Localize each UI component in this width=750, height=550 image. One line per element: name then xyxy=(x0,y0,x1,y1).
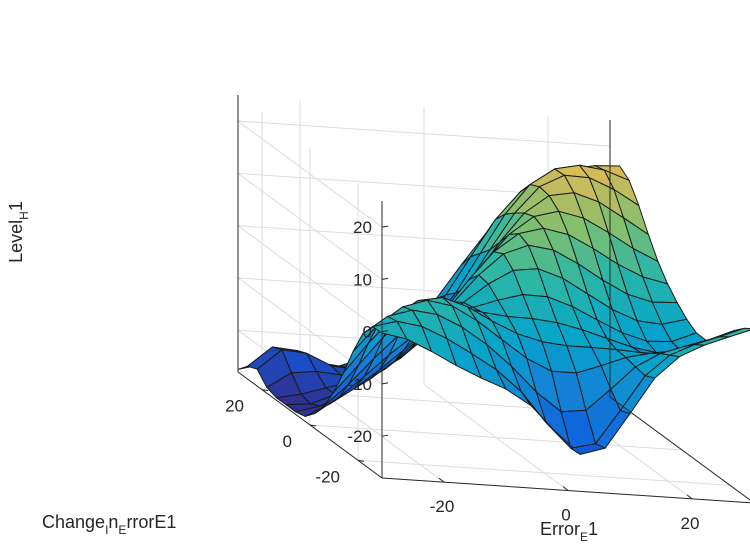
y-axis-label-sub2: E xyxy=(118,523,126,537)
z-tick-mark xyxy=(381,225,389,228)
y-tick-label: 20 xyxy=(225,397,244,416)
y-axis-label-sub1: I xyxy=(105,523,108,537)
y-axis-label-tail: rrorE1 xyxy=(126,512,176,532)
z-axis-label-sub: H xyxy=(17,211,31,220)
z-tick-label: -10 xyxy=(347,375,372,394)
tick-labels: -20 -10 0 10 20 -20 0 20 -20 0 20 xyxy=(225,218,699,533)
y-tick-label: 0 xyxy=(283,432,292,451)
x-axis-label-main: Error xyxy=(540,519,580,539)
y-axis-label-mid: n xyxy=(108,512,118,532)
x-axis-label: ErrorE1 xyxy=(540,519,598,544)
z-tick-mark xyxy=(381,434,389,437)
box-edge-x-far xyxy=(609,396,750,501)
y-tick-mark xyxy=(357,459,365,462)
y-axis-label-main: Change xyxy=(42,512,105,532)
z-tick-mark xyxy=(381,277,389,280)
z-tick-mark xyxy=(381,382,389,385)
y-tick-mark xyxy=(309,424,317,427)
z-axis-label-tail: 1 xyxy=(6,201,26,211)
x-tick-label: 0 xyxy=(561,506,570,525)
z-axis-label: LevelH1 xyxy=(6,201,31,263)
z-tick-label: 10 xyxy=(353,270,372,289)
x-gridline xyxy=(423,107,569,491)
surface-face xyxy=(719,327,750,338)
z-tick-label: -20 xyxy=(347,427,372,446)
x-axis-label-tail: 1 xyxy=(588,519,598,539)
x-tick-mark xyxy=(686,494,693,500)
y-tick-mark xyxy=(261,389,269,392)
z-tick-label: 0 xyxy=(363,323,372,342)
x-tick-label: -20 xyxy=(430,497,455,516)
z-axis-label-main: Level xyxy=(6,220,26,263)
surface-mesh xyxy=(237,164,750,455)
x-tick-mark xyxy=(562,486,569,491)
x-axis-label-sub: E xyxy=(580,530,588,544)
y-tick-label: -20 xyxy=(315,467,340,486)
x-tick-mark xyxy=(438,477,445,483)
x-tick-label: 20 xyxy=(681,514,700,533)
z-tick-mark xyxy=(381,330,389,333)
y-axis-label: ChangeInErrorE1 xyxy=(42,512,176,537)
z-tick-label: 20 xyxy=(353,218,372,237)
